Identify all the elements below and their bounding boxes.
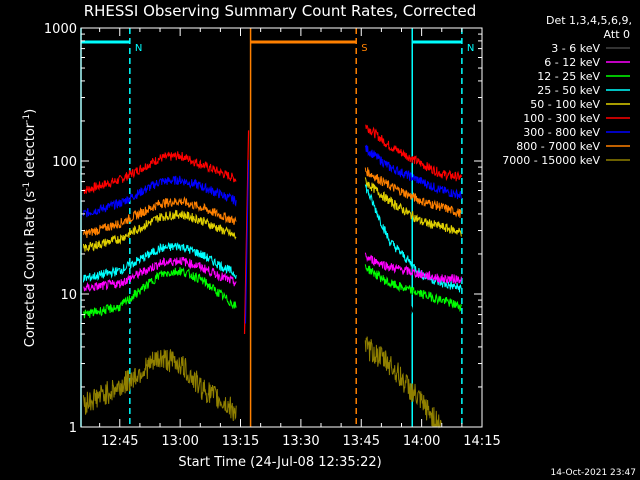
x-tick-label: 13:00 (161, 434, 198, 449)
x-tick-label: 13:45 (343, 434, 380, 449)
legend-label: 3 - 6 keV (551, 42, 600, 55)
flare-spike (245, 159, 250, 324)
legend-label: 7000 - 15000 keV (502, 154, 600, 167)
series-line (364, 177, 462, 237)
x-tick-label: 14:00 (403, 434, 440, 449)
series-line (83, 242, 237, 283)
x-axis-label: Start Time (24-Jul-08 12:35:22) (178, 455, 381, 470)
series-line (364, 167, 462, 218)
series-line (365, 124, 462, 182)
series-line (364, 336, 443, 429)
series-line (83, 267, 237, 319)
series-line (83, 209, 237, 252)
series-line (364, 271, 462, 329)
y-axis: 1 10 100 1000 (44, 22, 482, 436)
legend-label: 300 - 800 keV (523, 126, 600, 139)
x-tick-label: 13:15 (222, 434, 259, 449)
x-axis: 12:45 13:00 13:15 13:30 13:45 14:00 14:15 (99, 28, 501, 449)
legend-label: 800 - 7000 keV (516, 140, 600, 153)
legend-label: 100 - 300 keV (523, 112, 600, 125)
legend-label: 12 - 25 keV (537, 70, 600, 83)
flare-spike (243, 130, 250, 335)
y-tick-label: 10 (60, 288, 77, 303)
series-line (83, 175, 237, 218)
y-tick-label: 1000 (44, 22, 77, 37)
legend-label: 50 - 100 keV (530, 98, 600, 111)
y-tick-label: 100 (52, 155, 77, 170)
plot-frame (80, 27, 483, 428)
chart-title: RHESSI Observing Summary Count Rates, Co… (84, 2, 477, 20)
series-line (364, 184, 462, 293)
series-group (83, 124, 462, 429)
series-line (83, 196, 237, 239)
legend-header-detectors: Det 1,3,4,5,6,9, (546, 14, 632, 27)
x-tick-label: 14:15 (463, 434, 500, 449)
legend-header-attenuator: Att 0 (604, 28, 630, 41)
y-axis-label: Corrected Count Rate (s-1 detector-1) (22, 109, 38, 347)
x-tick-label: 13:30 (282, 434, 319, 449)
series-line (364, 144, 462, 200)
flag-label: N (467, 43, 474, 54)
flag-label: N (135, 43, 142, 54)
series-line (364, 252, 462, 285)
series-line (83, 290, 237, 350)
series-line (83, 349, 237, 422)
y-tick-label: 1 (69, 421, 77, 436)
legend-label: 6 - 12 keV (544, 56, 600, 69)
series-line (83, 256, 237, 292)
series-line (83, 151, 237, 194)
x-tick-label: 12:45 (101, 434, 138, 449)
series-line (364, 264, 462, 312)
flag-label: S (361, 43, 367, 54)
timestamp: 14-Oct-2021 23:47 (551, 468, 636, 478)
legend-label: 25 - 50 keV (537, 84, 600, 97)
